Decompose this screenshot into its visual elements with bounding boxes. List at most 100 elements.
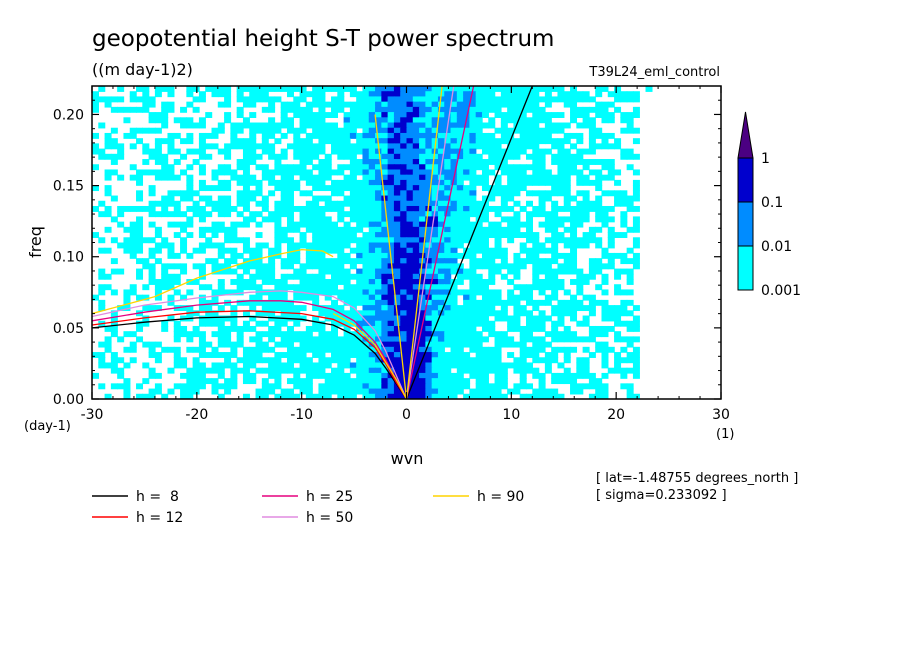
power-cell xyxy=(481,169,489,176)
power-cell xyxy=(620,252,628,259)
power-cell xyxy=(532,242,540,249)
power-cell xyxy=(595,101,603,108)
power-cell xyxy=(312,252,320,259)
power-cell xyxy=(217,242,225,249)
power-cell xyxy=(526,122,533,129)
power-cell xyxy=(274,179,282,186)
power-cell xyxy=(419,352,427,358)
power-cell xyxy=(563,372,571,379)
power-cell xyxy=(431,367,439,374)
power-cell xyxy=(519,346,527,353)
power-cell xyxy=(450,195,458,202)
power-cell xyxy=(456,252,464,259)
power-cell xyxy=(563,122,571,129)
power-cell xyxy=(299,305,307,312)
power-cell xyxy=(217,325,225,332)
power-cell xyxy=(450,252,458,259)
power-cell xyxy=(104,273,112,280)
power-cell xyxy=(92,106,99,113)
power-cell xyxy=(154,383,162,390)
power-cell xyxy=(331,336,339,343)
power-cell xyxy=(286,211,294,218)
power-cell xyxy=(532,174,540,181)
power-cell xyxy=(368,310,376,317)
power-cell xyxy=(419,242,427,249)
power-cell xyxy=(312,226,320,233)
power-cell xyxy=(500,362,508,369)
power-cell xyxy=(299,352,307,358)
power-cell xyxy=(255,86,263,92)
power-cell xyxy=(400,153,408,160)
power-cell xyxy=(249,143,257,150)
power-cell xyxy=(375,242,383,249)
power-cell xyxy=(450,122,458,129)
power-cell xyxy=(268,179,276,186)
power-cell xyxy=(412,190,420,197)
power-cell xyxy=(475,159,483,165)
power-cell xyxy=(236,190,244,197)
power-cell xyxy=(582,159,590,165)
power-cell xyxy=(104,169,112,176)
power-cell xyxy=(544,86,552,92)
power-cell xyxy=(450,205,458,212)
power-cell xyxy=(261,122,269,129)
power-cell xyxy=(349,91,357,98)
power-cell xyxy=(588,294,596,301)
legend-label: h = 8 xyxy=(136,489,179,505)
power-cell xyxy=(463,357,471,364)
power-cell xyxy=(463,138,471,145)
power-cell xyxy=(324,226,332,233)
power-cell xyxy=(412,247,420,254)
power-cell xyxy=(582,179,590,186)
power-cell xyxy=(419,383,427,390)
power-cell xyxy=(551,86,559,92)
power-cell xyxy=(551,393,559,399)
power-cell xyxy=(368,320,376,327)
power-cell xyxy=(368,325,376,332)
power-cell xyxy=(261,91,269,98)
power-cell xyxy=(173,273,181,280)
power-cell xyxy=(381,96,389,103)
power-cell xyxy=(362,242,370,249)
power-cell xyxy=(324,279,332,285)
power-cell xyxy=(626,247,634,254)
power-cell xyxy=(280,101,288,108)
power-cell xyxy=(444,383,452,390)
power-cell xyxy=(381,294,389,301)
power-cell xyxy=(588,179,596,186)
power-cell xyxy=(180,138,188,145)
power-cell xyxy=(444,96,452,103)
power-cell xyxy=(318,127,326,134)
power-cell xyxy=(393,299,401,306)
power-cell xyxy=(230,132,238,139)
dispersion-curve xyxy=(92,290,408,399)
power-cell xyxy=(249,279,257,285)
power-cell xyxy=(305,393,313,399)
power-cell xyxy=(249,112,257,118)
power-cell xyxy=(456,357,464,364)
power-cell xyxy=(513,164,521,171)
power-cell xyxy=(375,122,383,129)
power-cell xyxy=(331,242,339,249)
power-cell xyxy=(318,388,326,395)
power-cell xyxy=(136,138,144,145)
power-cell xyxy=(406,331,414,338)
power-cell xyxy=(154,357,162,364)
power-cell xyxy=(324,185,332,192)
power-cell xyxy=(400,252,408,259)
power-cell xyxy=(205,86,213,92)
power-cell xyxy=(312,242,320,249)
power-cell xyxy=(557,299,565,306)
power-cell xyxy=(236,86,244,92)
power-cell xyxy=(563,179,571,186)
power-cell xyxy=(274,252,282,259)
power-cell xyxy=(305,378,313,385)
power-cell xyxy=(142,143,150,150)
power-cell xyxy=(217,320,225,327)
power-cell xyxy=(595,169,603,176)
power-cell xyxy=(280,258,288,265)
power-cell xyxy=(431,279,439,285)
power-cell xyxy=(161,174,169,181)
power-cell xyxy=(167,211,175,218)
power-cell xyxy=(98,357,106,364)
